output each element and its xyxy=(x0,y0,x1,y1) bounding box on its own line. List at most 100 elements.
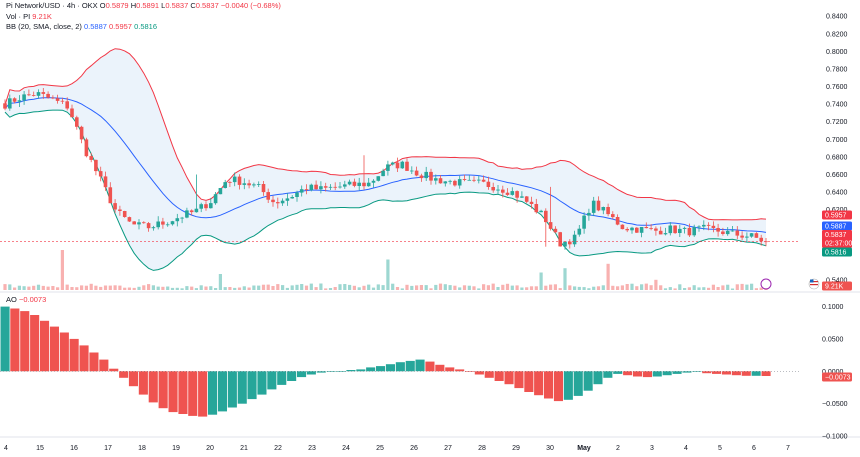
bb-lower-line xyxy=(4,109,767,271)
candle-body xyxy=(505,192,510,195)
close-value: 0.5837 xyxy=(195,1,219,10)
flag-stripe xyxy=(810,281,818,283)
candle-body xyxy=(611,214,615,218)
ao-bar xyxy=(119,371,129,378)
volume-bar xyxy=(692,285,696,290)
volume-bar xyxy=(410,285,414,290)
ao-bar xyxy=(247,371,257,400)
volume-bar xyxy=(103,285,108,290)
candle-body xyxy=(673,225,677,234)
volume-bar xyxy=(477,288,481,290)
bb-fill xyxy=(5,48,766,271)
time-tick-label: 4 xyxy=(4,445,8,452)
volume-bar xyxy=(735,284,739,290)
price-tick-label: 0.8400 xyxy=(826,14,848,21)
ao-bar xyxy=(376,366,386,372)
candle-body xyxy=(381,170,385,177)
price-tick-label: 0.5400 xyxy=(826,278,848,285)
ao-bar xyxy=(563,371,573,400)
candle-body xyxy=(477,179,481,181)
volume-bar xyxy=(285,287,289,290)
volume-bar xyxy=(132,287,136,290)
volume-bar xyxy=(290,285,294,290)
candle-body xyxy=(199,204,203,209)
candle-body xyxy=(60,100,65,102)
ao-bar xyxy=(366,367,376,372)
bb-upper-line xyxy=(4,48,767,221)
volume-bar xyxy=(266,284,270,290)
candle-body xyxy=(266,192,270,200)
ao-histogram xyxy=(0,306,771,417)
candle-body xyxy=(582,215,586,229)
volume-bar xyxy=(51,286,55,290)
volume-bar xyxy=(539,272,543,290)
ao-bar xyxy=(217,371,227,412)
time-tick-label: 21 xyxy=(240,445,248,452)
volume-bar xyxy=(367,284,371,290)
ao-bar xyxy=(99,359,109,372)
volume-bar xyxy=(577,286,581,290)
volume-bar xyxy=(194,288,198,290)
countdown-tag: 02:37:00 xyxy=(825,241,852,248)
volume-bar xyxy=(22,286,26,290)
candle-body xyxy=(601,207,606,211)
bb-legend: BB (20, SMA, close, 2) 0.5887 0.5957 0.5… xyxy=(6,22,157,32)
volume-bar xyxy=(300,284,304,290)
candle-body xyxy=(735,230,740,236)
candle-body xyxy=(615,217,620,225)
ao-bar xyxy=(712,371,722,374)
ao-bar xyxy=(109,368,119,372)
volume-bar xyxy=(415,285,419,290)
volume-bar xyxy=(27,286,31,290)
time-tick-label: 6 xyxy=(752,445,756,452)
candle-body xyxy=(481,179,486,182)
volume-bar xyxy=(663,288,668,290)
time-tick-label: 18 xyxy=(138,445,146,452)
time-tick-label: 19 xyxy=(172,445,180,452)
candle-body xyxy=(663,233,668,235)
candle-body xyxy=(472,179,476,181)
volume-bar xyxy=(89,283,93,290)
volume-bar xyxy=(640,284,644,290)
candle-body xyxy=(51,97,55,99)
volume-bar xyxy=(328,288,333,290)
volume-bars xyxy=(3,250,768,290)
time-tick-label: 3 xyxy=(650,445,654,452)
upper-tag-bg xyxy=(822,210,852,220)
candle-body xyxy=(132,221,136,225)
candle-body xyxy=(319,186,323,190)
candle-body xyxy=(591,200,596,213)
time-tick-label: 30 xyxy=(546,445,554,452)
ao-bar xyxy=(277,371,287,385)
bb-lower-value: 0.5816 xyxy=(134,22,158,31)
candle-body xyxy=(639,227,644,233)
candle-body xyxy=(285,198,290,201)
volume-bar xyxy=(668,287,672,290)
price-tick-label: 0.6400 xyxy=(826,190,848,197)
ao-bar xyxy=(257,371,267,395)
time-tick-label: 5 xyxy=(718,445,722,452)
volume-tag-bg xyxy=(822,281,852,291)
ao-tick-label: 0.0000 xyxy=(822,369,844,376)
ao-bar xyxy=(662,371,672,376)
candle-body xyxy=(678,228,682,233)
candle-body xyxy=(400,161,405,169)
candle-body xyxy=(175,218,180,222)
volume-bar xyxy=(549,284,553,290)
ao-bar xyxy=(672,371,682,374)
candle-body xyxy=(304,189,309,191)
candle-body xyxy=(448,180,452,182)
volume-bar xyxy=(711,284,715,290)
ao-bar xyxy=(405,360,415,372)
candle-body xyxy=(118,209,122,211)
candle-body xyxy=(395,162,400,169)
volume-bar xyxy=(228,287,232,290)
volume-bar xyxy=(70,287,74,290)
candle-body xyxy=(620,224,625,230)
volume-bar xyxy=(151,285,155,290)
candle-body xyxy=(170,221,175,225)
ao-bar xyxy=(336,371,346,372)
candle-body xyxy=(41,92,46,94)
candle-body xyxy=(577,228,582,235)
